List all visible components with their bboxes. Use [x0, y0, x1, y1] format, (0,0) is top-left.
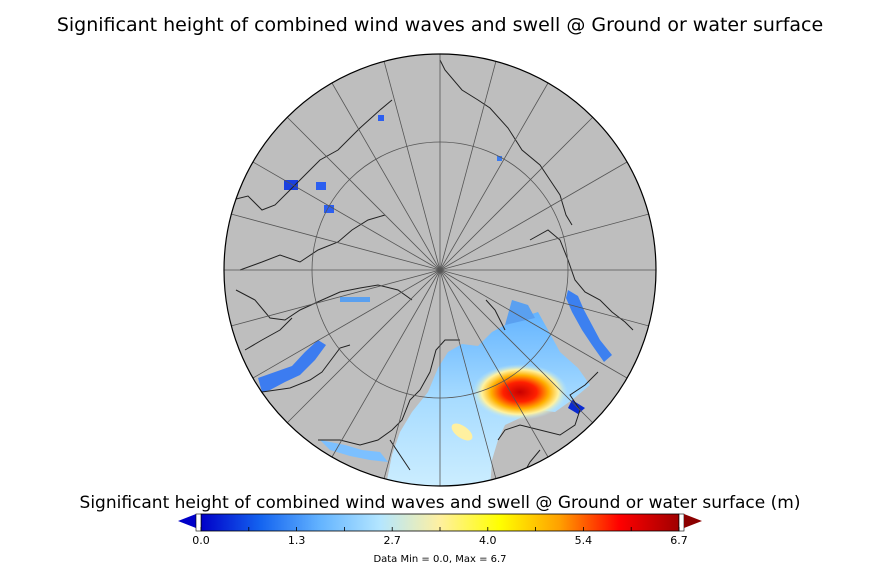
meridians	[224, 54, 656, 486]
map-title: Significant height of combined wind wave…	[56, 14, 824, 36]
wave-maximum	[472, 364, 568, 420]
colorbar-tick-label: 2.7	[383, 534, 401, 547]
polar-map	[223, 53, 657, 487]
ocean-patch-6	[340, 297, 370, 302]
colorbar-tick-label: 5.4	[575, 534, 593, 547]
map-border	[223, 53, 657, 487]
colorbar-over-arrow	[684, 514, 702, 528]
colorbar-under-arrow	[178, 514, 196, 528]
parallel-circle	[311, 141, 569, 399]
colorbar-tick-label: 1.3	[288, 534, 306, 547]
ocean-patch-3	[324, 205, 334, 213]
ocean-patch-5	[497, 156, 502, 161]
ocean-patch-2	[316, 182, 326, 190]
ocean-patch-east	[566, 290, 612, 362]
coastlines	[231, 59, 634, 481]
colorbar-tick-label: 6.7	[670, 534, 688, 547]
ocean-patch-south	[320, 440, 388, 462]
colorbar-label: Significant height of combined wind wave…	[79, 493, 801, 513]
colorbar-tick-label: 0.0	[192, 534, 210, 547]
data-range-note: Data Min = 0.0, Max = 6.7	[373, 554, 507, 565]
wave-patch	[451, 423, 473, 441]
ocean-patch-sw	[258, 340, 326, 392]
ocean-patch-4	[378, 115, 384, 121]
ocean-patch-1	[284, 180, 298, 190]
colorbar-tick-label: 4.0	[479, 534, 497, 547]
ocean-strip-east	[505, 300, 535, 325]
